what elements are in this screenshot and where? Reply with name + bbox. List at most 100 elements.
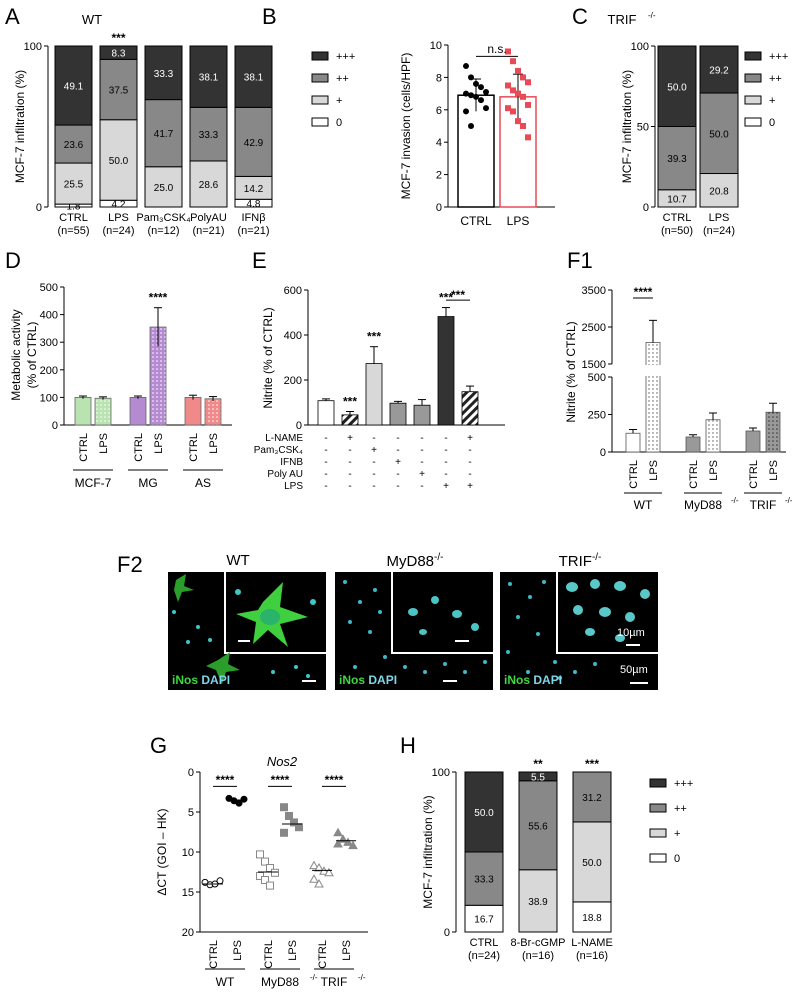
x-n-label-h: (n=24): [468, 950, 500, 962]
treatment-sign-e: -: [324, 433, 327, 444]
y-tick-label-e: 600: [284, 285, 302, 297]
data-point-g: [280, 803, 288, 812]
data-label-a: 50.0: [109, 156, 129, 167]
treatment-sign-e: -: [324, 481, 327, 492]
data-point-g: [280, 828, 288, 837]
y-tick-label-d: 0: [52, 420, 58, 432]
y-tick-label-d: 400: [40, 310, 58, 322]
x-tick-label-a: CTRL: [59, 212, 88, 224]
data-label-c: 10.7: [667, 194, 687, 205]
data-point-b-ctrl: [463, 90, 469, 97]
treatment-sign-e: -: [396, 433, 399, 444]
treatment-sign-e: -: [396, 445, 399, 456]
data-label-c: 50.0: [667, 82, 687, 93]
y-tick-label-b: 10: [430, 40, 442, 52]
treatment-label-e: LPS: [284, 481, 303, 492]
data-point-b-lps: [505, 82, 511, 89]
chart-title-a: WT: [82, 12, 102, 27]
legend-swatch-h: [649, 828, 667, 838]
legend-swatch-a: [311, 95, 329, 105]
data-point-b-ctrl: [483, 88, 489, 95]
data-label-a: 14.2: [244, 184, 264, 195]
y-tick-label-f1: 250: [588, 410, 606, 422]
data-point-g: [309, 860, 319, 870]
x-tick-label-c: CTRL: [663, 212, 692, 224]
group-label-g: MyD88: [261, 975, 299, 989]
data-label-a: 33.3: [199, 130, 219, 141]
group-sup-g: -/-: [310, 973, 318, 982]
data-label-a: 41.7: [154, 129, 174, 140]
treatment-sign-e: -: [324, 457, 327, 468]
y-axis-label-a: MCF-7 infiltration (%): [13, 70, 27, 183]
micro-title-wt: WT: [226, 552, 250, 569]
data-label-a: 28.6: [199, 180, 219, 191]
treatment-sign-e: +: [467, 481, 473, 492]
bar-a-++: [99, 58, 138, 121]
panel-letter-b: B: [262, 4, 277, 29]
data-label-h: 16.7: [474, 915, 494, 926]
x-tick-label-h: 8-Br-cGMP: [511, 937, 566, 949]
data-label-a: 38.1: [199, 73, 219, 84]
panel-letter-e: E: [252, 248, 267, 273]
x-tick-label-a: IFNβ: [241, 212, 265, 224]
data-point-g: [314, 862, 324, 872]
y-tick-label-c: 50: [637, 122, 649, 134]
legend-swatch-c: [744, 95, 762, 105]
y-tick-label-a: 100: [24, 41, 42, 53]
y-tick-label-h: 100: [432, 767, 450, 779]
data-point-b-ctrl: [478, 97, 484, 104]
data-label-a: 23.6: [64, 140, 84, 151]
axis-break-f1: [606, 365, 786, 376]
data-point-b-lps: [505, 105, 511, 112]
data-point-g: [324, 867, 334, 877]
x-tick-label-f1: LPS: [648, 460, 660, 481]
data-label-a: 25.0: [154, 183, 174, 194]
y-tick-label-b: 0: [436, 202, 442, 214]
treatment-sign-e: -: [420, 481, 423, 492]
data-label-a: 38.1: [244, 73, 264, 84]
y-tick-label-d: 300: [40, 337, 58, 349]
y-axis-label-h: MCF-7 infiltration (%): [421, 795, 435, 908]
bar-f1: [685, 436, 701, 453]
data-label-a: 33.3: [154, 69, 174, 80]
x-tick-label-d: CTRL: [133, 433, 145, 462]
bar-d: [129, 396, 147, 426]
chart-title-sup-c: -/-: [648, 11, 656, 20]
bar-d: [184, 396, 202, 426]
data-label-h: 33.3: [474, 875, 494, 886]
data-point-b-lps: [525, 79, 531, 86]
data-point-b-lps: [510, 87, 516, 94]
bar-h-++: [518, 780, 558, 871]
treatment-sign-e: -: [372, 481, 375, 492]
bar-h-+++: [518, 771, 558, 782]
label-dapi-trif: DAPI: [533, 673, 563, 687]
treatment-sign-e: -: [468, 457, 471, 468]
treatment-label-e: Poly AU: [267, 469, 303, 480]
y-tick-label-f1: 3500: [582, 285, 606, 297]
data-label-a: 49.1: [64, 82, 84, 93]
treatment-sign-e: +: [347, 433, 353, 444]
treatment-sign-e: -: [420, 457, 423, 468]
data-point-g: [309, 874, 319, 883]
y-tick-label-g: 5: [188, 807, 194, 819]
legend-swatch-a: [311, 51, 329, 61]
x-n-label-a: (n=24): [102, 225, 134, 237]
group-sup-g: -/-: [358, 973, 366, 982]
x-n-label-c: (n=24): [703, 225, 735, 237]
y-axis-label-d: Metabolic activity: [9, 309, 23, 400]
x-tick-label-a: LPS: [108, 212, 129, 224]
legend-label-a: 0: [336, 117, 342, 129]
legend-label-c: +++: [769, 51, 788, 63]
bar-a-++: [189, 106, 228, 162]
treatment-sign-e: -: [348, 445, 351, 456]
data-point-g: [333, 827, 343, 837]
data-point-g: [266, 881, 274, 890]
legend-label-a: +: [336, 95, 342, 107]
data-point-g: [348, 840, 358, 850]
data-label-h: 50.0: [474, 808, 494, 819]
panel-letter-a: A: [5, 4, 20, 29]
treatment-sign-e: -: [444, 445, 447, 456]
micro-title-trif: TRIF-/-: [558, 552, 602, 570]
micro-inset-myd88: [391, 572, 493, 654]
